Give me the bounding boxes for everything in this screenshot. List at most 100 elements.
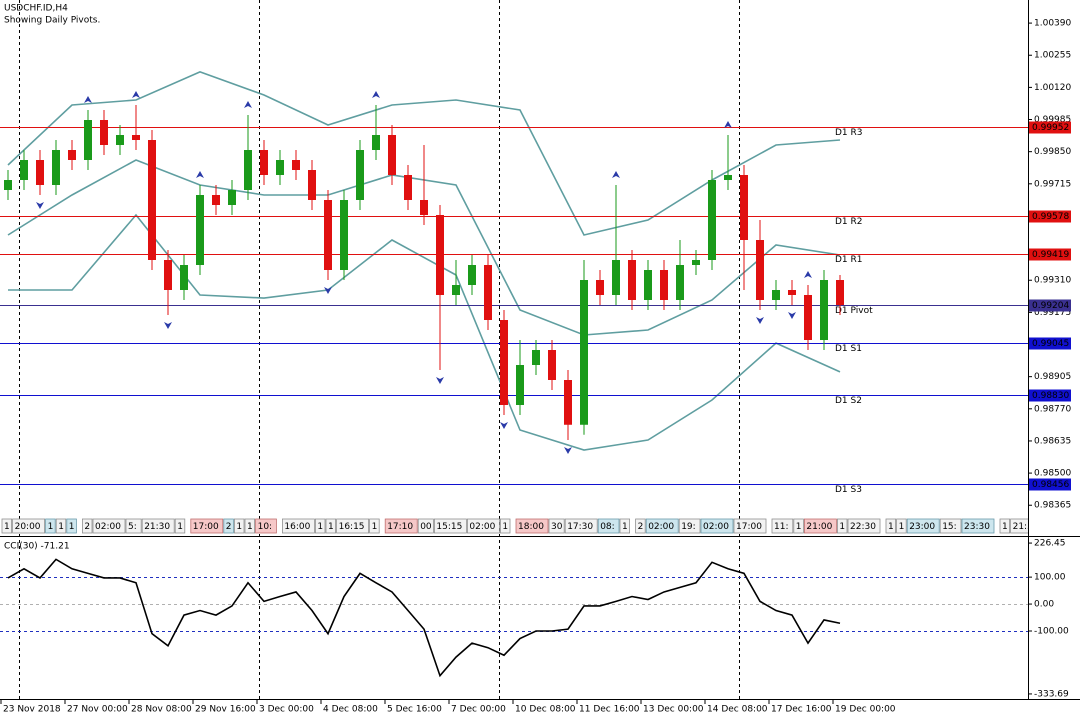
fractal-up [724, 121, 732, 128]
period-separators [19, 0, 740, 699]
pivot-value-label: 0.99204 [1032, 301, 1069, 311]
event-label: 17:10 [387, 522, 413, 532]
candle-body [660, 270, 668, 300]
x-tick-label: 4 Dec 08:00 [323, 705, 378, 715]
candle-body [228, 190, 236, 205]
candle-body [420, 200, 428, 215]
candle-body [788, 290, 796, 295]
fractal-up [372, 91, 380, 98]
axes: 1.00390 1.00255 1.00120 0.99985 0.99850 0.997… [0, 19, 1071, 715]
pivot-note: Showing Daily Pivots. [4, 16, 100, 26]
event-label: 1 [236, 522, 242, 532]
fractal-down [500, 422, 508, 429]
event-box [733, 518, 767, 534]
cci-line [7, 558, 841, 678]
event-box [564, 518, 598, 534]
candle-body [116, 135, 124, 145]
event-label: 1 [899, 522, 905, 532]
fractal-up [804, 271, 812, 278]
event-box [1, 518, 13, 534]
candle-body [740, 175, 748, 240]
x-tick-label: 7 Dec 00:00 [451, 705, 506, 715]
bollinger-upper [7, 71, 841, 236]
x-tick-label: 27 Nov 00:00 [67, 705, 128, 715]
pivot-value-box [1029, 121, 1071, 134]
event-box [336, 518, 370, 534]
event-box [896, 518, 907, 534]
event-label: 20:00 [15, 522, 41, 532]
candle-body [692, 260, 700, 265]
event-label: 15: [942, 522, 956, 532]
candle-body [612, 260, 620, 295]
y-tick-label: 0.98500 [1034, 469, 1071, 479]
x-tick-label: 19 Dec 00:00 [835, 705, 896, 715]
candle-body [836, 280, 844, 305]
event-label: 1 [622, 522, 628, 532]
y-tick-label: -100.00 [1034, 626, 1069, 636]
pivot-name: D1 R1 [835, 255, 863, 265]
candle-body [100, 120, 108, 145]
pivot-value-label: 0.99952 [1032, 123, 1069, 133]
event-box [82, 518, 93, 534]
candle-body [724, 175, 732, 180]
y-tick-label: 0.99175 [1034, 308, 1071, 318]
candle-body [804, 295, 812, 340]
event-label: 18:00 [518, 522, 544, 532]
event-label: 17:30 [567, 522, 593, 532]
event-label: 1 [796, 522, 802, 532]
event-label: 21:00 [806, 522, 832, 532]
pivot-value-box [1029, 299, 1071, 312]
event-box [939, 518, 962, 534]
cci-title: CCI(30) -71.21 [4, 542, 70, 552]
pivot-value-box [1029, 478, 1071, 491]
candle-body [4, 180, 12, 190]
event-box [645, 518, 679, 534]
event-label: 1 [317, 522, 323, 532]
y-tick-label: 0.00 [1034, 600, 1054, 610]
event-box [325, 518, 337, 534]
pivot-value-box [1029, 210, 1071, 223]
fractal-up [612, 171, 620, 178]
candle-body [132, 135, 140, 140]
event-box [771, 518, 794, 534]
y-tick-label: 0.99985 [1034, 115, 1071, 125]
event-box [255, 518, 277, 534]
x-tick-label: 10 Dec 08:00 [515, 705, 576, 715]
candle-body [52, 150, 60, 185]
event-label: 23:30 [964, 522, 990, 532]
candle-body [756, 240, 764, 300]
event-box [66, 518, 77, 534]
event-box [281, 518, 315, 534]
y-tick-label: 1.00255 [1034, 51, 1071, 61]
y-tick-label: -333.69 [1034, 689, 1069, 699]
event-label: 17:00 [193, 522, 219, 532]
event-box [597, 518, 620, 534]
event-label: 1 [502, 522, 508, 532]
y-tick-label: 1.00390 [1034, 19, 1071, 29]
candle-body [84, 120, 92, 160]
event-label: 2 [226, 522, 232, 532]
pivot-value-label: 0.98830 [1032, 391, 1069, 401]
candle-body [372, 135, 380, 150]
candle-body [340, 200, 348, 270]
event-label: 1 [1002, 522, 1008, 532]
x-tick-label: 17 Dec 16:00 [771, 705, 832, 715]
event-box [190, 518, 224, 534]
event-box [223, 518, 234, 534]
candle-body [292, 160, 300, 170]
y-tick-label: 226.45 [1034, 539, 1066, 549]
event-label: 1 [372, 522, 378, 532]
fractal-down [324, 287, 332, 294]
x-tick-label: 29 Nov 16:00 [195, 705, 256, 715]
y-tick-label: 1.00120 [1034, 83, 1071, 93]
x-tick-label: 13 Dec 00:00 [643, 705, 704, 715]
event-label: 1 [247, 522, 253, 532]
event-box [466, 518, 500, 534]
event-box [1010, 518, 1028, 534]
event-label: 02:00 [469, 522, 495, 532]
pivot-value-label: 0.98456 [1032, 480, 1069, 490]
candle-body [484, 265, 492, 320]
pivot-value-label: 0.99419 [1032, 250, 1069, 260]
event-label: 30 [551, 522, 563, 532]
